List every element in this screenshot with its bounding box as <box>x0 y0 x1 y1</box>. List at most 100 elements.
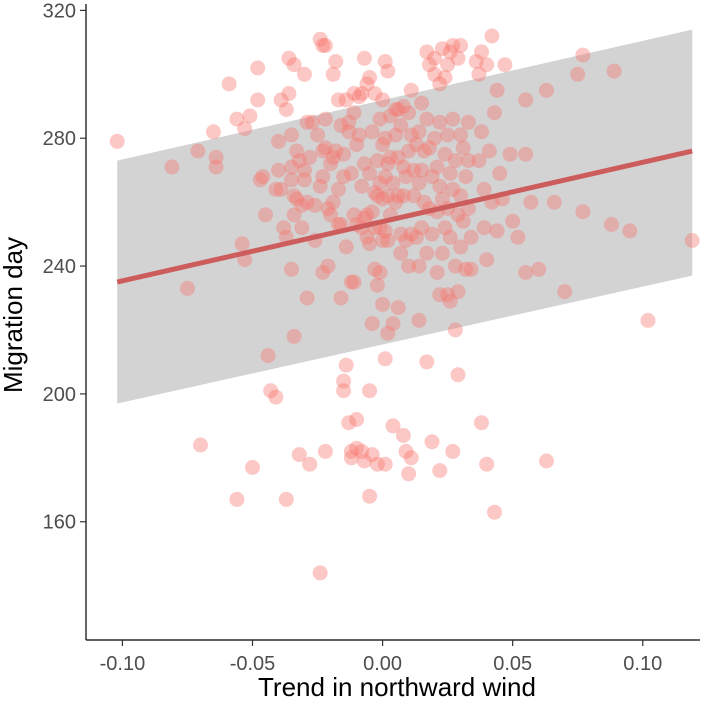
scatter-point <box>471 153 487 169</box>
scatter-point <box>271 133 286 149</box>
scatter-point <box>328 54 344 69</box>
scatter-point <box>229 491 245 507</box>
scatter-point <box>474 415 489 431</box>
scatter-point <box>606 63 622 79</box>
scatter-point <box>310 127 326 143</box>
scatter-point <box>375 191 391 207</box>
scatter-point <box>320 201 336 216</box>
scatter-point <box>354 443 370 459</box>
scatter-point <box>380 63 396 79</box>
scatter-point <box>250 60 266 76</box>
scatter-point <box>434 245 450 261</box>
scatter-point <box>403 226 419 242</box>
scatter-point <box>341 415 357 431</box>
scatter-point <box>523 194 539 210</box>
scatter-point <box>356 453 372 469</box>
scatter-point <box>531 261 547 277</box>
scatter-point <box>362 165 378 181</box>
scatter-point <box>271 162 286 178</box>
scatter-point <box>388 127 404 143</box>
scatter-point <box>476 220 492 236</box>
scatter-point <box>453 188 469 204</box>
scatter-point <box>364 316 380 332</box>
scatter-point <box>286 207 302 223</box>
scatter-point <box>336 373 352 389</box>
scatter-point <box>474 124 489 140</box>
scatter-point <box>320 258 336 274</box>
scatter-point <box>190 143 206 159</box>
scatter-point <box>408 137 424 153</box>
scatter-point <box>432 178 448 194</box>
scatter-point <box>362 488 378 504</box>
scatter-point <box>109 133 125 149</box>
scatter-point <box>432 76 448 92</box>
scatter-point <box>245 459 260 475</box>
scatter-point <box>479 252 495 268</box>
scatter-point <box>356 156 372 172</box>
scatter-point <box>258 207 273 223</box>
scatter-point <box>252 172 268 188</box>
scatter-point <box>385 175 401 191</box>
scatter-point <box>395 98 411 114</box>
scatter-point <box>364 447 380 463</box>
x-axis-title: Trend in northward wind <box>258 672 536 702</box>
scatter-point <box>281 50 297 66</box>
scatter-point <box>208 159 224 175</box>
scatter-point <box>336 169 352 185</box>
scatter-point <box>390 188 406 204</box>
scatter-point <box>312 178 328 194</box>
scatter-point <box>395 428 411 443</box>
scatter-point <box>359 207 375 223</box>
scatter-point <box>463 229 479 245</box>
scatter-point <box>356 50 372 66</box>
scatter-point <box>622 223 638 239</box>
scatter-point <box>427 130 443 146</box>
scatter-point <box>442 165 458 181</box>
scatter-point <box>369 188 385 204</box>
scatter-point <box>294 197 310 213</box>
scatter-point <box>242 108 258 124</box>
scatter-point <box>375 296 391 312</box>
scatter-point <box>416 143 432 159</box>
scatter-point <box>354 86 370 101</box>
scatter-point <box>375 137 391 153</box>
scatter-point <box>299 114 315 130</box>
scatter-point <box>450 207 466 223</box>
scatter-point <box>362 383 378 399</box>
scatter-point <box>304 114 320 130</box>
scatter-point <box>442 229 458 245</box>
x-tick-label: 0.00 <box>363 653 402 675</box>
scatter-point <box>377 54 393 69</box>
scatter-point <box>403 82 419 98</box>
scatter-point <box>468 54 484 69</box>
scatter-point <box>364 204 380 220</box>
scatter-point <box>367 86 383 101</box>
scatter-point <box>291 447 307 463</box>
scatter-point <box>312 565 328 581</box>
points-layer <box>109 28 700 581</box>
scatter-point <box>377 223 393 239</box>
scatter-point <box>382 108 398 124</box>
scatter-point <box>325 66 341 82</box>
scatter-point <box>338 239 354 255</box>
scatter-point <box>338 357 354 373</box>
scatter-point <box>604 217 619 232</box>
scatter-point <box>440 127 456 143</box>
scatter-point <box>341 114 357 130</box>
scatter-point <box>546 194 562 210</box>
scatter-point <box>380 156 396 172</box>
scatter-point <box>315 169 331 185</box>
scatter-point <box>359 76 375 92</box>
scatter-point <box>302 149 318 165</box>
scatter-point <box>481 143 497 159</box>
fit-line-layer <box>116 148 693 285</box>
scatter-point <box>419 111 435 127</box>
scatter-point <box>445 38 461 53</box>
scatter-point <box>479 57 495 73</box>
y-tick-label: 240 <box>43 256 76 278</box>
scatter-point <box>487 504 502 520</box>
x-tick-label: -0.10 <box>100 653 146 675</box>
scatter-point <box>442 293 458 309</box>
x-axis-ticks: -0.10 -0.05 0.00 0.05 0.10 <box>100 640 662 675</box>
